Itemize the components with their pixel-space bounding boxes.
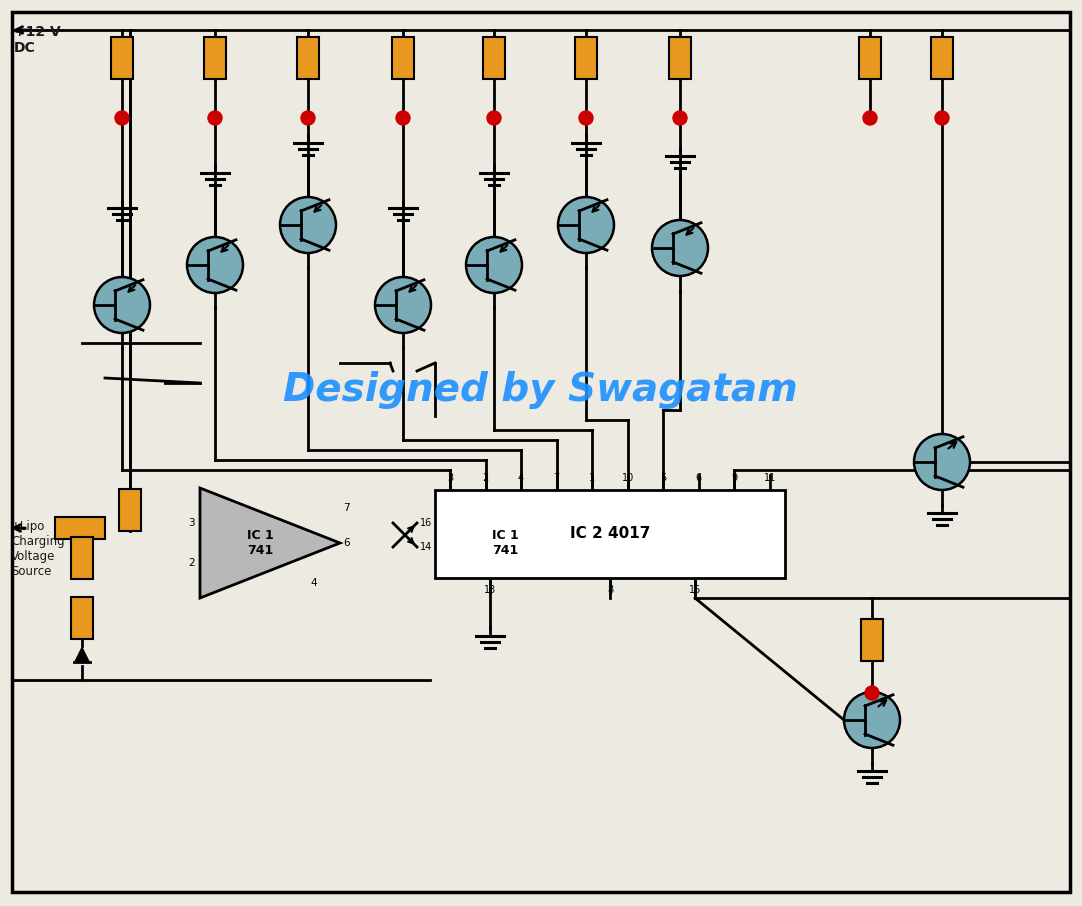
Text: IC 2 4017: IC 2 4017 [570, 526, 650, 542]
Text: 11: 11 [764, 473, 776, 483]
Text: 6: 6 [343, 538, 349, 548]
Text: 13: 13 [484, 585, 497, 595]
Polygon shape [75, 648, 89, 661]
Circle shape [487, 111, 501, 125]
Text: 4: 4 [518, 473, 524, 483]
Circle shape [187, 237, 243, 293]
Circle shape [558, 197, 613, 253]
Bar [111, 37, 133, 79]
Text: 1: 1 [590, 473, 595, 483]
Bar [435, 490, 786, 578]
Circle shape [865, 686, 879, 700]
Text: +12 V
DC: +12 V DC [14, 25, 61, 55]
Bar [71, 597, 93, 639]
Text: 4: 4 [311, 578, 317, 588]
Polygon shape [200, 488, 340, 598]
Bar [55, 517, 105, 539]
Circle shape [466, 237, 522, 293]
Text: 6: 6 [696, 473, 702, 483]
Bar [119, 489, 141, 531]
Bar [71, 537, 93, 579]
Circle shape [914, 434, 969, 490]
Text: 2: 2 [188, 558, 195, 568]
Circle shape [652, 220, 708, 276]
Circle shape [115, 111, 129, 125]
Text: 14: 14 [420, 542, 432, 552]
Text: 3: 3 [188, 518, 195, 528]
Circle shape [673, 111, 687, 125]
Bar [859, 37, 881, 79]
Text: 15: 15 [689, 585, 701, 595]
Text: 8: 8 [607, 585, 613, 595]
Bar [861, 619, 883, 661]
Circle shape [375, 277, 431, 333]
Circle shape [935, 111, 949, 125]
Circle shape [301, 111, 315, 125]
Bar [296, 37, 319, 79]
Circle shape [94, 277, 150, 333]
Circle shape [844, 692, 900, 748]
Text: 9: 9 [731, 473, 738, 483]
Text: 7: 7 [343, 503, 349, 513]
Circle shape [863, 111, 878, 125]
Text: 16: 16 [420, 518, 432, 528]
Text: 10: 10 [622, 473, 634, 483]
Bar [204, 37, 226, 79]
Bar [392, 37, 414, 79]
Circle shape [396, 111, 410, 125]
Bar [483, 37, 505, 79]
Text: +Lipo
Charging
Voltage
Source: +Lipo Charging Voltage Source [11, 520, 65, 578]
Text: 3: 3 [447, 473, 453, 483]
Text: IC 1
741: IC 1 741 [491, 529, 518, 557]
Bar [931, 37, 953, 79]
Text: 7: 7 [554, 473, 559, 483]
Circle shape [280, 197, 337, 253]
Circle shape [579, 111, 593, 125]
Bar [669, 37, 691, 79]
Text: 2: 2 [483, 473, 489, 483]
Text: 5: 5 [660, 473, 667, 483]
Text: Designed by Swagatam: Designed by Swagatam [282, 371, 797, 409]
Bar [575, 37, 597, 79]
Text: IC 1
741: IC 1 741 [247, 529, 274, 557]
Circle shape [208, 111, 222, 125]
